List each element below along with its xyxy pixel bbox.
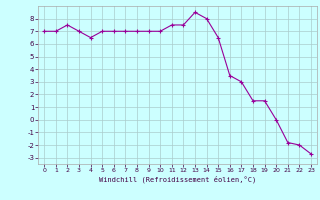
X-axis label: Windchill (Refroidissement éolien,°C): Windchill (Refroidissement éolien,°C)	[99, 176, 256, 183]
